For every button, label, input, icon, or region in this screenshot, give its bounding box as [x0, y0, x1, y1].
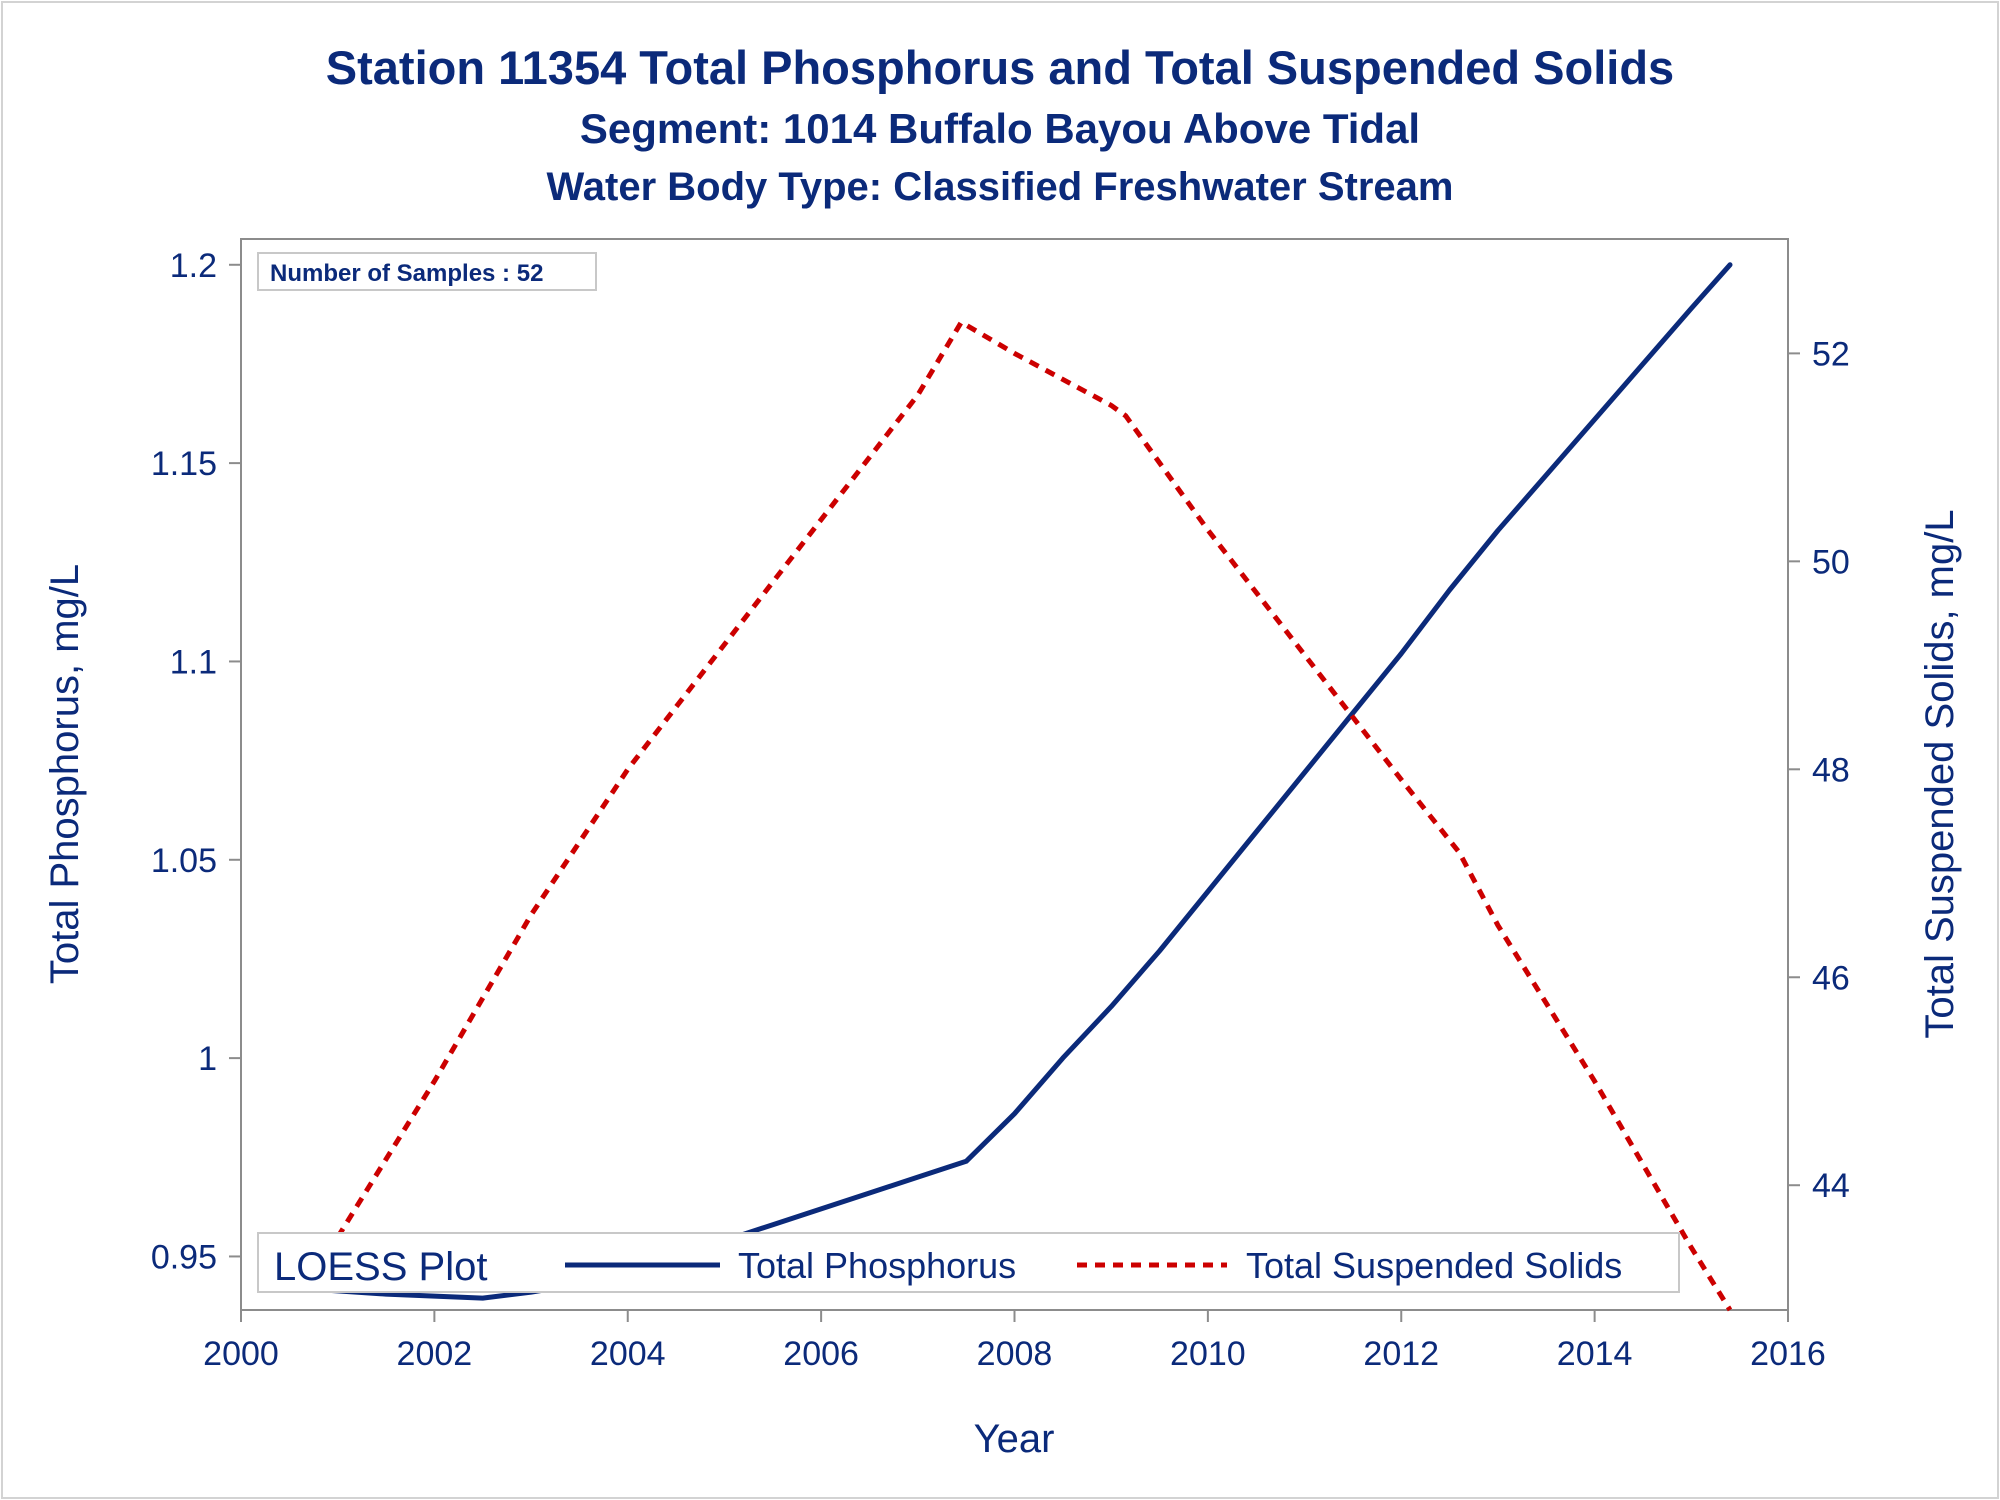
series-line-phosphorus — [325, 262, 1733, 1301]
chart-titles: Station 11354 Total Phosphorus and Total… — [0, 36, 2000, 216]
chart-title: Station 11354 Total Phosphorus and Total… — [325, 41, 1675, 94]
y-right-tick-label: 46 — [1812, 959, 1850, 997]
x-axis-label: Year — [974, 1417, 1055, 1461]
y-left-tick-label: 0.95 — [151, 1238, 217, 1276]
x-tick-label: 2016 — [1750, 1335, 1826, 1373]
x-tick-label: 2006 — [783, 1335, 859, 1373]
series-group — [325, 262, 1733, 1312]
x-tick-label: 2012 — [1363, 1335, 1439, 1373]
plot-area — [240, 238, 1789, 1311]
y-right-tick-label: 48 — [1812, 751, 1850, 789]
y-left-tick-label: 1.2 — [170, 247, 217, 285]
y-axis-right: 44 46 48 50 52 — [1788, 335, 1850, 1205]
sample-count-text: Number of Samples : 52 — [270, 260, 543, 287]
chart-subtitle-segment: Segment: 1014 Buffalo Bayou Above Tidal — [579, 105, 1421, 152]
x-tick-label: 2008 — [977, 1335, 1053, 1373]
legend-box — [257, 1232, 1680, 1293]
x-tick-label: 2000 — [203, 1335, 279, 1373]
legend: LOESS Plot Total Phosphorus Total Suspen… — [257, 1232, 1680, 1293]
y-left-tick-label: 1 — [198, 1040, 217, 1078]
y-axis-label-right: Total Suspended Solids, mg/L — [1918, 509, 1962, 1038]
x-tick-label: 2004 — [590, 1335, 666, 1373]
y-left-tick-label: 1.05 — [151, 842, 217, 880]
x-tick-label: 2002 — [397, 1335, 473, 1373]
y-left-tick-label: 1.1 — [170, 643, 217, 681]
legend-label-tss: Total Suspended Solids — [1246, 1245, 1622, 1286]
sample-count-box — [257, 252, 597, 291]
y-left-tick-label: 1.15 — [151, 445, 217, 483]
chart-subtitle-water-body: Water Body Type: Classified Freshwater S… — [546, 165, 1454, 209]
x-axis: 2000 2002 2004 2006 2008 2010 2012 2014 2016 — [203, 1310, 1826, 1373]
legend-label-phosphorus: Total Phosphorus — [738, 1245, 1016, 1286]
y-axis-left: 0.95 1 1.05 1.1 1.15 1.2 — [151, 247, 241, 1276]
legend-title: LOESS Plot — [274, 1245, 487, 1289]
y-axis-label-left: Total Phosphorus, mg/L — [43, 564, 87, 984]
y-right-tick-label: 44 — [1812, 1167, 1850, 1205]
series-line-tss — [335, 319, 1733, 1312]
x-tick-label: 2014 — [1557, 1335, 1633, 1373]
y-right-tick-label: 50 — [1812, 543, 1850, 581]
x-tick-label: 2010 — [1170, 1335, 1246, 1373]
y-right-tick-label: 52 — [1812, 335, 1850, 373]
